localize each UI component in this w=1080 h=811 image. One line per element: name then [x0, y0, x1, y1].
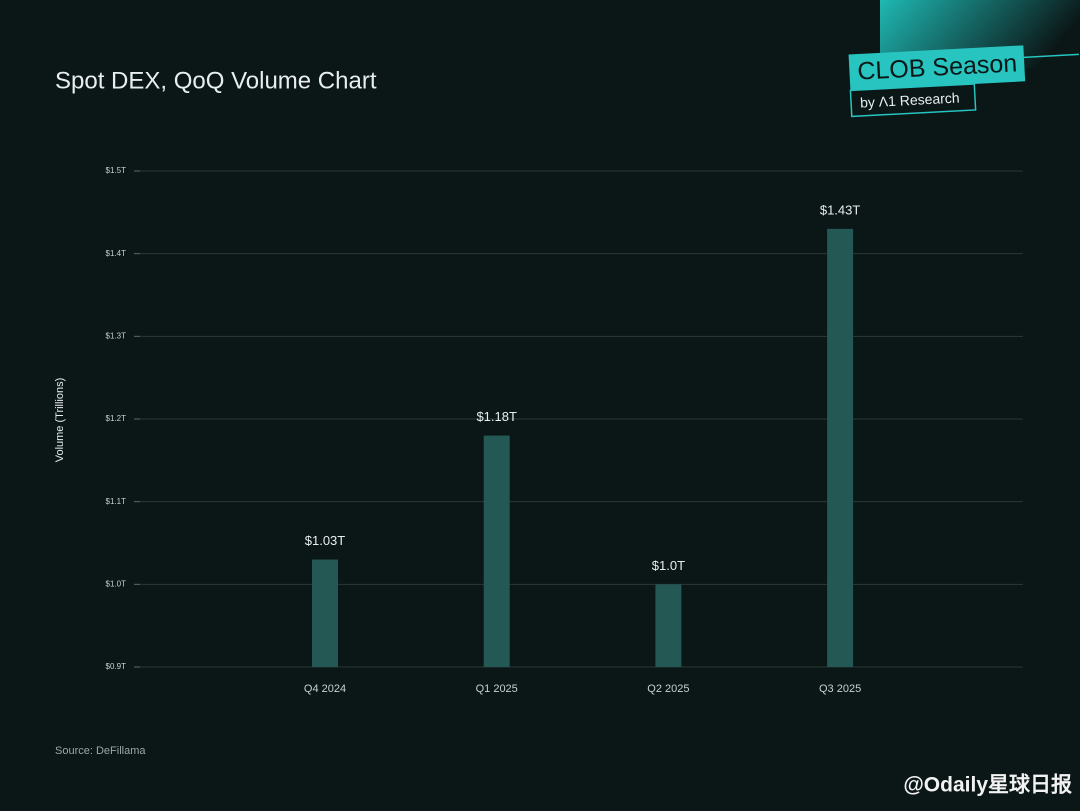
x-tick-label: Q2 2025: [647, 683, 689, 695]
x-tick-label: Q1 2025: [476, 683, 518, 695]
y-tick-label: $1.5T: [106, 166, 127, 175]
x-tick-label: Q4 2024: [304, 683, 346, 695]
x-tick-label: Q3 2025: [819, 683, 861, 695]
data-label: $1.0T: [652, 558, 685, 573]
bar: [827, 228, 854, 667]
badge: CLOB Season by Λ1 Research: [848, 45, 1079, 118]
badge-box: [848, 45, 1026, 91]
source: Source: DeFillama: [55, 745, 146, 757]
y-tick-label: $1.4T: [106, 249, 127, 258]
data-label: $1.18T: [476, 409, 517, 424]
y-tick-label: $1.0T: [106, 579, 127, 588]
watermark: @Odaily星球日报: [903, 773, 1072, 797]
badge-line: [1023, 53, 1079, 59]
y-tick-label: $1.2T: [106, 414, 127, 423]
chart-title: Spot DEX, QoQ Volume Chart: [55, 67, 377, 94]
byline-box: [849, 83, 977, 118]
y-tick-label: $1.3T: [106, 331, 127, 340]
bar: [655, 584, 682, 667]
y-tick-label: $1.1T: [106, 497, 127, 506]
y-tick-label: $0.9T: [106, 662, 127, 671]
byline: by Λ1 Research: [860, 89, 960, 110]
data-label: $1.03T: [305, 533, 346, 548]
y-axis-label: Volume (Trillions): [54, 378, 66, 463]
bar: [312, 559, 338, 667]
data-label: $1.43T: [820, 202, 861, 217]
bar: [483, 435, 510, 667]
